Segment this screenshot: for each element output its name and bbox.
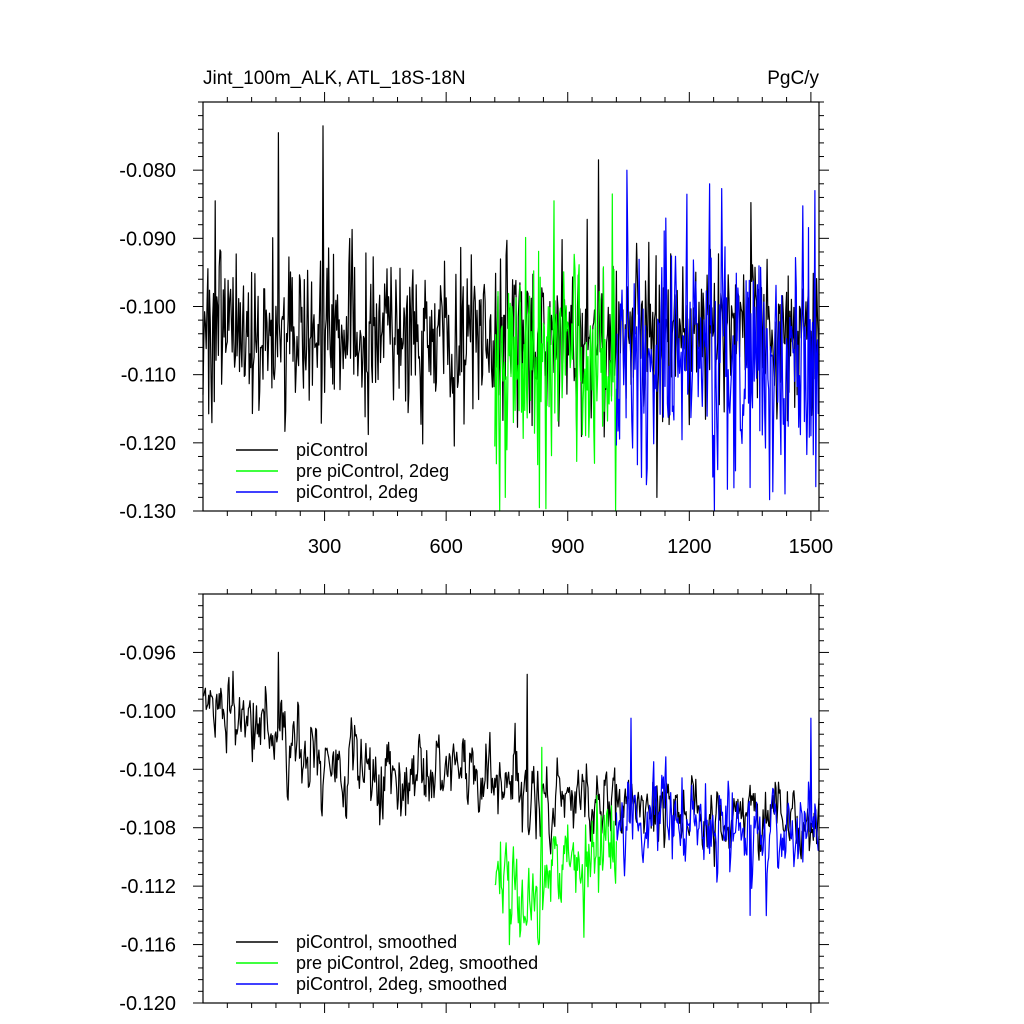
y-tick-label: -0.090 [119,228,176,250]
bottom-series-group [202,651,820,946]
bottom-axis-ticks: -0.120 -0.116 -0.112 -0.108 -0.104 -0.100 -0.0… [119,584,829,1015]
y-tick-label: -0.112 [121,876,176,898]
y-tick-label: -0.120 [119,993,176,1015]
series-line-3 [615,169,820,512]
y-tick-label: -0.120 [119,433,176,455]
x-tick-label: 1200 [667,536,712,558]
y-tick-label: -0.108 [119,818,176,840]
chart-title: Jint_100m_ALK, ATL_18S-18N [203,68,466,89]
series-line-2 [494,746,617,946]
top-axis-ticks: 300 600 900 1200 1500 -0.130 -0.120 -0.110 -0.10… [119,92,833,558]
series-line-3 [615,717,820,917]
x-tick-label: 600 [429,536,462,558]
y-tick-label: -0.096 [119,642,176,664]
series-line-1 [202,651,820,868]
y-tick-label: -0.080 [119,160,176,182]
legend-label: piControl, 2deg, smoothed [296,974,507,994]
x-tick-label: 300 [308,536,341,558]
x-tick-label: 900 [551,536,584,558]
legend-label: pre piControl, 2deg [296,461,449,481]
series-line-2 [494,193,618,512]
bottom-plot-frame [202,593,820,1004]
legend-label: piControl [296,440,368,460]
legend-label: piControl, smoothed [296,932,457,952]
top-series-group [202,125,820,512]
y-tick-label: -0.100 [119,701,176,723]
x-tick-label: 1500 [789,536,834,558]
y-tick-label: -0.130 [119,501,176,523]
y-tick-label: -0.104 [119,759,176,781]
legend-label: pre piControl, 2deg, smoothed [296,953,538,973]
top-panel: 300 600 900 1200 1500 -0.130 -0.120 -0.110 -0.10… [119,92,833,558]
bottom-panel: -0.120 -0.116 -0.112 -0.108 -0.104 -0.100 -0.0… [119,584,829,1015]
legend-label: piControl, 2deg [296,482,418,502]
units-label: PgC/y [767,68,819,89]
y-tick-label: -0.110 [121,365,176,387]
y-tick-label: -0.100 [119,297,176,319]
y-tick-label: -0.116 [121,935,176,957]
